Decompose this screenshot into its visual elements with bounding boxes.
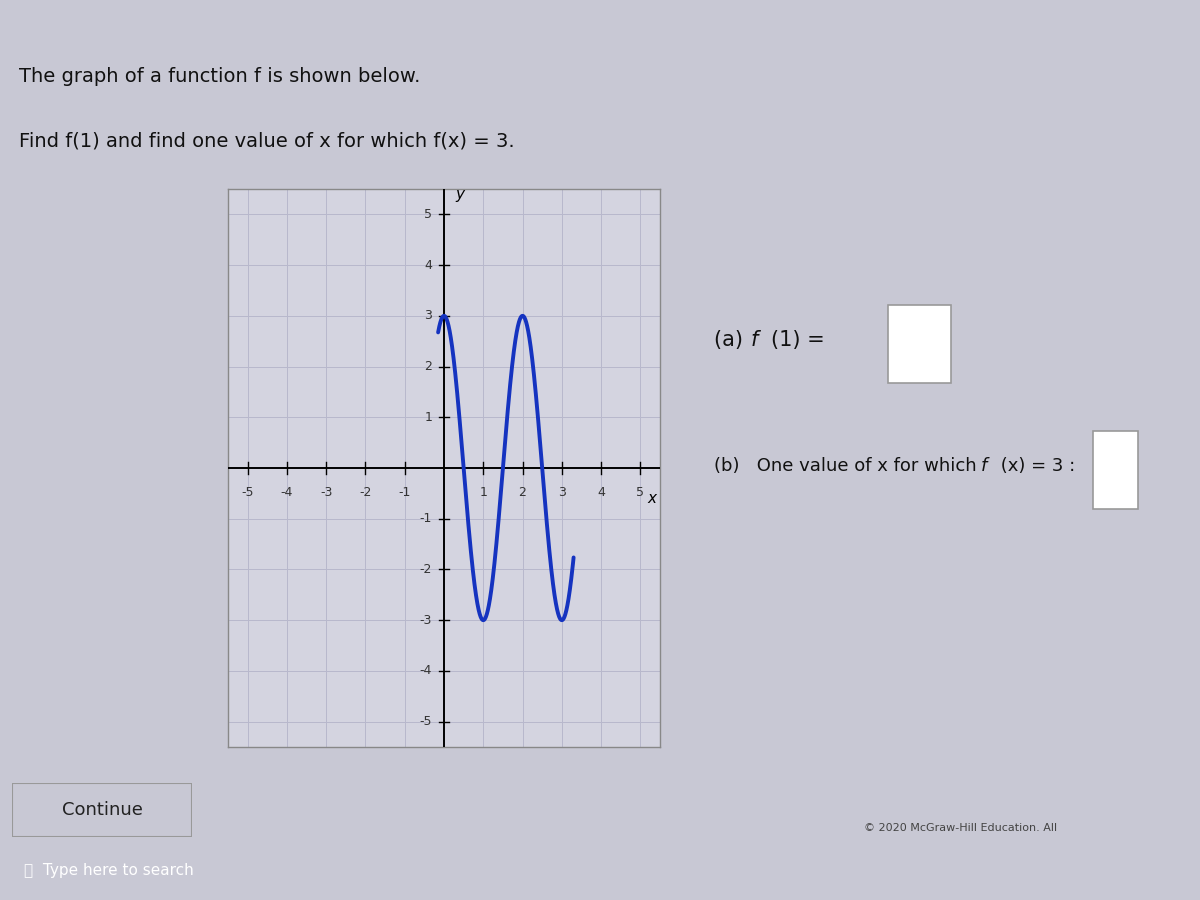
Text: -1: -1	[420, 512, 432, 526]
Text: -2: -2	[359, 486, 372, 499]
Text: 4: 4	[425, 258, 432, 272]
Bar	[1093, 431, 1139, 509]
Text: 3: 3	[425, 310, 432, 322]
Text: 3: 3	[558, 486, 565, 499]
Text: (1) =: (1) =	[772, 329, 832, 350]
Text: -2: -2	[420, 563, 432, 576]
Text: 5: 5	[425, 208, 432, 220]
Text: y: y	[456, 186, 464, 202]
Text: The graph of a function f is shown below.: The graph of a function f is shown below…	[19, 67, 420, 86]
Text: (x) = 3 :: (x) = 3 :	[995, 457, 1081, 475]
Text: Find f(1) and find one value of x for which f(x) = 3.: Find f(1) and find one value of x for wh…	[19, 131, 515, 150]
Text: 1: 1	[479, 486, 487, 499]
Text: 2: 2	[518, 486, 527, 499]
Text: (b)   One value of x for which: (b) One value of x for which	[714, 457, 983, 475]
Text: -5: -5	[420, 716, 432, 728]
Text: -5: -5	[241, 486, 254, 499]
Text: -4: -4	[281, 486, 293, 499]
Text: © 2020 McGraw-Hill Education. All: © 2020 McGraw-Hill Education. All	[864, 823, 1057, 833]
Text: -4: -4	[420, 664, 432, 678]
Text: 4: 4	[598, 486, 605, 499]
Text: -1: -1	[398, 486, 410, 499]
Text: 1: 1	[425, 410, 432, 424]
Text: -3: -3	[320, 486, 332, 499]
Text: 🔍  Type here to search: 🔍 Type here to search	[24, 863, 193, 878]
Bar	[888, 305, 952, 383]
Text: f: f	[982, 457, 988, 475]
Text: 2: 2	[425, 360, 432, 373]
Text: 5: 5	[636, 486, 644, 499]
Text: Continue: Continue	[61, 801, 143, 819]
Text: -3: -3	[420, 614, 432, 626]
Text: (a): (a)	[714, 329, 756, 350]
Text: x: x	[648, 491, 656, 506]
Text: f: f	[751, 329, 758, 350]
